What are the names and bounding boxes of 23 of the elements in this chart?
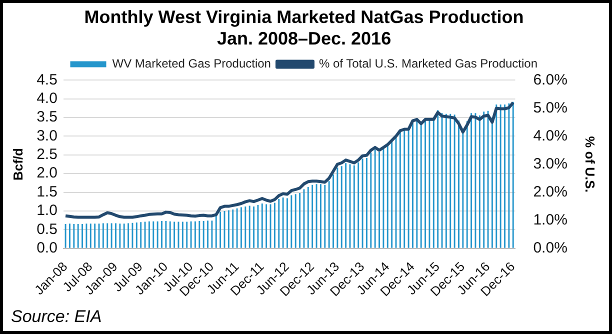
y2-tick-label: 2.0%	[533, 183, 568, 200]
y2-tick-label: 4.0%	[533, 127, 568, 144]
y2-tick-label: 3.0%	[533, 155, 568, 172]
y-tick-label: 3.5	[36, 108, 58, 126]
y2-tick-label: 5.0%	[533, 99, 568, 116]
y-tick-label: 2.0	[36, 164, 58, 182]
y-tick-label: 1.0	[36, 202, 58, 220]
y-axis-title: Bcf/d	[10, 148, 26, 181]
legend-label: WV Marketed Gas Production	[112, 56, 271, 71]
y-tick-label: 4.0	[36, 90, 58, 108]
y-tick-label: 0.5	[36, 220, 58, 238]
y-tick-label: 2.5	[36, 146, 58, 164]
y-tick-label: 4.5	[36, 71, 58, 88]
legend-label: % of Total U.S. Marketed Gas Production	[318, 56, 538, 71]
y2-axis-title: % of U.S.	[582, 136, 598, 192]
y2-tick-label: 0.0%	[533, 239, 568, 256]
y-tick-label: 1.5	[36, 183, 58, 200]
chart-title: Monthly West Virginia Marketed NatGas Production Jan. 2008–Dec. 2016	[84, 6, 524, 48]
y2-tick-label: 6.0%	[533, 71, 568, 88]
y2-tick-label: 1.0%	[533, 211, 568, 228]
source-note: Source: EIA	[11, 307, 102, 327]
y-tick-label: 3.0	[36, 127, 58, 144]
y-tick-label: 0.0	[36, 239, 58, 256]
